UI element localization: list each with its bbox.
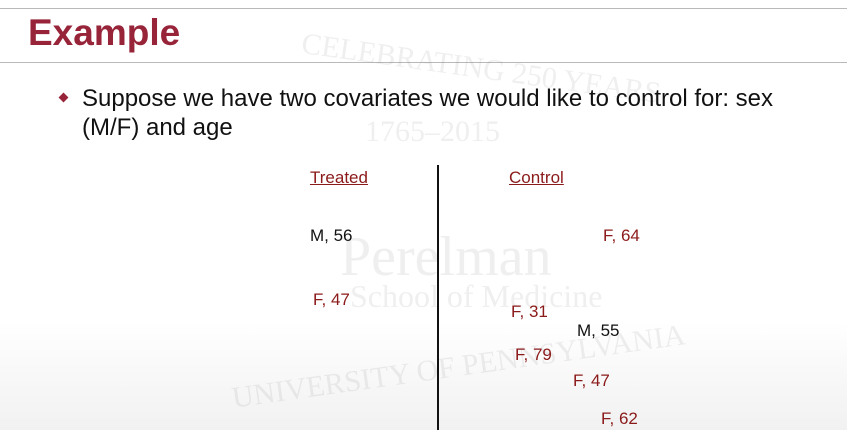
group-label: Treated (310, 168, 368, 187)
subject: M, 56 (310, 226, 353, 245)
watermark-school: School of Medicine (350, 278, 603, 314)
subject: F, 79 (515, 345, 552, 364)
subject: F, 47 (313, 290, 350, 309)
watermark-years: 1765–2015 (365, 115, 500, 148)
bullet-text: Suppose we have two covariates we would … (82, 85, 774, 141)
subject: F, 64 (603, 226, 640, 245)
subject: F, 62 (601, 409, 638, 428)
subject: F, 31 (511, 302, 548, 321)
watermark-name: Perelman (340, 226, 552, 288)
divider (437, 165, 439, 430)
bullet-marker (58, 92, 69, 103)
title-rule (0, 62, 847, 63)
top-rule (0, 8, 847, 9)
title: Example (28, 12, 181, 53)
subject: F, 47 (573, 371, 610, 390)
group-label: Control (509, 168, 564, 187)
subject: M, 55 (577, 321, 620, 340)
